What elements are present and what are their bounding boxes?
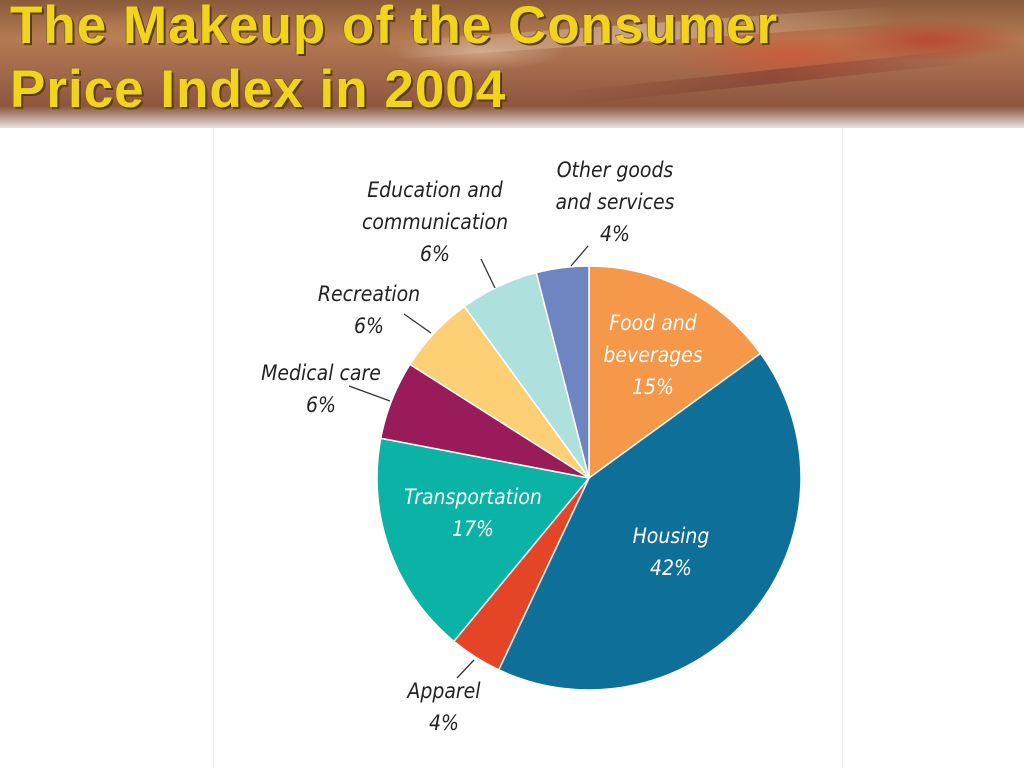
- slice-name-label: and services: [555, 189, 674, 214]
- pie-slice-housing: [497, 352, 802, 691]
- leader-line: [480, 258, 496, 289]
- slice-label-education-and-communication: Education and communication 6%: [362, 177, 508, 266]
- slice-value-label: 17%: [452, 516, 494, 541]
- slice-value-label: 4%: [429, 710, 459, 735]
- slice-name-label: Other goods: [557, 157, 674, 182]
- slice-name-label: Housing: [633, 523, 710, 548]
- banner-fade: [0, 106, 1024, 128]
- leader-lines: [348, 245, 589, 679]
- slice-name-label: Recreation: [318, 281, 420, 306]
- slice-label-other-goods-and-services: Other goods and services 4%: [555, 157, 674, 246]
- slice-name-label: communication: [362, 209, 508, 234]
- slice-name-label: Education and: [367, 177, 503, 202]
- pie-chart: Food and beverages 15% Housing 42% Apparel 4% T…: [261, 157, 802, 735]
- pie-slice-transportation: [376, 437, 591, 643]
- slice-label-housing: Housing 42%: [633, 523, 710, 580]
- slice-label-transportation: Transportation 17%: [404, 484, 542, 541]
- leader-line: [403, 313, 432, 334]
- slice-label-food-and-beverages: Food and beverages 15%: [603, 310, 702, 399]
- slice-value-label: 6%: [420, 241, 450, 266]
- slice-value-label: 6%: [354, 313, 384, 338]
- slice-name-label: Medical care: [261, 360, 381, 385]
- slice-value-label: 15%: [632, 374, 674, 399]
- slice-value-label: 42%: [650, 555, 692, 580]
- slice-labels: Food and beverages 15% Housing 42% Apparel 4% T…: [261, 157, 709, 735]
- slice-label-medical-care: Medical care 6%: [261, 360, 381, 417]
- pie-slices: [376, 265, 802, 691]
- slice-value-label: 4%: [600, 221, 630, 246]
- slice-name-label: Food and: [609, 310, 697, 335]
- chart-panel: Food and beverages 15% Housing 42% Apparel 4% T…: [213, 128, 843, 768]
- leader-line: [456, 659, 475, 679]
- pie-slice-food-and-beverages: [588, 265, 762, 480]
- header-banner: [0, 0, 1024, 128]
- title-line-2: Price Index in 2004: [10, 60, 507, 119]
- slice-name-label: beverages: [603, 342, 702, 367]
- leader-line: [348, 385, 391, 402]
- slice-name-label: Transportation: [404, 484, 542, 509]
- pie-slice-other-goods-and-services: [535, 265, 590, 479]
- slice-label-apparel: Apparel 4%: [406, 678, 481, 735]
- page-title: The Makeup of the Consumer Price Index i…: [10, 0, 1010, 122]
- title-line-1: The Makeup of the Consumer: [10, 0, 779, 55]
- slice-label-recreation: Recreation 6%: [318, 281, 420, 338]
- leader-line: [570, 245, 589, 267]
- slice-name-label: Apparel: [406, 678, 481, 703]
- slice-value-label: 6%: [306, 392, 336, 417]
